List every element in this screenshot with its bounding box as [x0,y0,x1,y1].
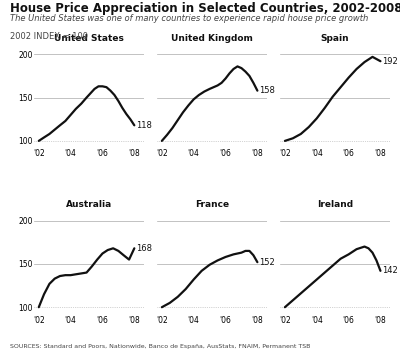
Text: The United States was one of many countries to experience rapid house price grow: The United States was one of many countr… [10,14,368,23]
Text: SOURCES: Standard and Poors, Nationwide, Banco de España, AusStats, FNAIM, Perma: SOURCES: Standard and Poors, Nationwide,… [10,344,310,349]
Title: United Kingdom: United Kingdom [171,34,253,43]
Text: 118: 118 [136,121,152,130]
Text: 158: 158 [259,86,274,95]
Text: 152: 152 [259,258,274,267]
Text: 168: 168 [136,244,152,253]
Text: House Price Appreciation in Selected Countries, 2002-2008: House Price Appreciation in Selected Cou… [10,2,400,15]
Text: 2002 INDEX = 100: 2002 INDEX = 100 [10,32,88,41]
Title: Ireland: Ireland [317,200,353,210]
Title: United States: United States [54,34,124,43]
Title: France: France [195,200,229,210]
Title: Spain: Spain [321,34,349,43]
Title: Australia: Australia [66,200,112,210]
Text: 192: 192 [382,57,398,66]
Text: 142: 142 [382,266,398,275]
